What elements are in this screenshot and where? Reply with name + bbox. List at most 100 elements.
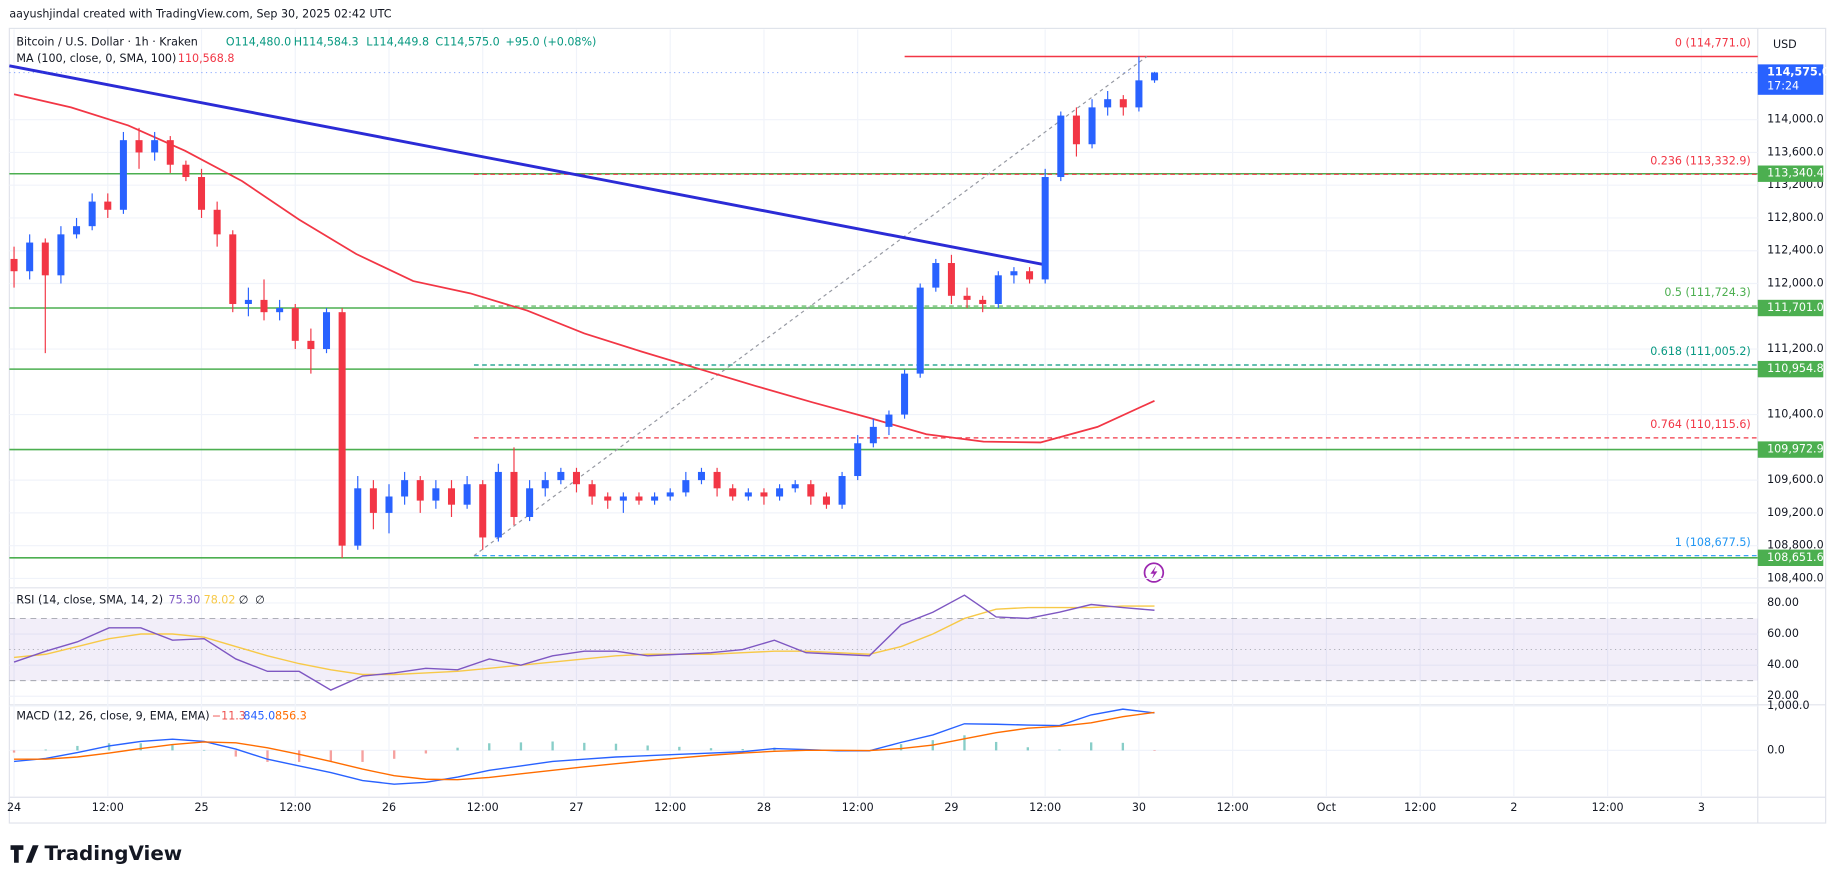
alert-bolt [1150,565,1158,580]
last-price-label: 114,575.0 [1767,66,1830,79]
candle-body [322,312,331,350]
candle-body [151,140,159,153]
currency-label: USD [1773,38,1797,51]
candle-body [1026,271,1034,280]
x-tick-label: 26 [382,801,396,814]
candle-body [526,488,534,517]
level-badge [1757,441,1824,458]
histogram-bar [994,741,998,751]
level-badge [1757,299,1824,317]
candle-body [198,177,206,210]
level-badge [1757,165,1824,182]
y-tick-label: 109,600.0 [1767,473,1824,486]
candle-body [994,275,1002,304]
histogram-bar [202,749,206,751]
candle-body [979,299,987,304]
indicator-line [13,605,1155,676]
candle-body [182,164,190,178]
x-tick-label: 12:00 [92,801,124,814]
marks-layer [10,56,1159,785]
countdown-label: 17:24 [1767,80,1799,93]
y-tick-label: 80.00 [1767,596,1799,609]
histogram-bar [1090,742,1093,751]
level-label: 111,701.0 [1767,301,1824,314]
candle-body [88,201,96,227]
y-tick-label: 108,800.0 [1767,539,1824,552]
candle-body [1072,115,1080,145]
candle-body [10,258,18,272]
candle-body [1088,107,1096,145]
macd-legend: MACD (12, 26, close, 9, EMA, EMA) [16,710,209,723]
candle-body [791,484,799,489]
level-badge [1757,549,1824,567]
candle-body [713,471,721,489]
x-tick-label: 12:00 [842,801,874,814]
candle-body [854,443,862,477]
candle-body [432,488,440,501]
candle-body [682,480,690,493]
histogram-bar [266,750,269,762]
candle-body [26,242,34,272]
labels-layer: 24 12:00 25 12:00 26 12:00 27 12:00 28 12:00 29 12:… [7,35,1830,813]
candle-body [291,308,299,341]
y-tick-label: 20.00 [1767,689,1799,702]
candle-body [338,312,346,546]
y-tick-label: 113,600.0 [1767,145,1824,158]
grid-layer [9,29,1758,797]
x-tick-label: 12:00 [654,801,686,814]
histogram-bar [646,745,649,751]
x-tick-label: 28 [757,801,771,814]
candle-body [963,295,971,300]
candle-body [354,488,362,546]
candle-body [932,263,940,288]
logo-text: TradingView [44,842,182,865]
candle-body [822,496,830,505]
macd-value: 845.0 [243,710,275,723]
candle-body [1041,177,1049,280]
ohlc-label: O114,480.0 [226,35,291,48]
candle-body [401,480,409,497]
y-tick-label: 60.00 [1767,627,1799,640]
y-tick-label: 110,400.0 [1767,408,1824,421]
candle-body [541,480,549,489]
y-tick-label: 111,200.0 [1767,342,1824,355]
candle-body [885,414,893,427]
y-tick-label: 108,400.0 [1767,571,1824,584]
fib-label: 1 (108,677.5) [1675,536,1751,549]
candle-body [760,492,768,497]
x-tick-label: 3 [1698,801,1705,814]
ma-value: 110,568.8 [178,52,235,65]
candle-body [463,484,471,505]
x-tick-label: 2 [1510,801,1517,814]
legend-title: Bitcoin / U.S. Dollar · 1h · Kraken [16,35,197,48]
x-tick-label: 25 [194,801,208,814]
histogram-bar [329,750,333,762]
candle-body [604,496,612,501]
candle-body [416,480,424,501]
histogram-bar [963,735,966,751]
candle-body [447,488,456,505]
histogram-bar [139,743,142,751]
x-tick-label: 12:00 [1029,801,1061,814]
x-tick-label: 29 [944,801,958,814]
rsi-value: 78.02 [204,594,236,607]
alert-circle [1143,562,1165,583]
histogram-bar [297,750,301,762]
histogram-bar [393,750,396,759]
moving-average [13,93,1155,444]
frame [8,27,1827,824]
ohlc-label: L114,449.8 [366,35,429,48]
histogram-bar [899,744,903,751]
x-tick-label: 12:00 [1404,801,1436,814]
candle-body [166,140,174,165]
last-price-badge [1757,64,1824,95]
histogram-bar [361,750,364,762]
candle-body [588,484,596,497]
y-tick-label: 112,400.0 [1767,244,1824,257]
histogram-bar [614,743,618,751]
histogram-bar [678,746,681,751]
histogram-bar [44,749,47,751]
x-tick-label: 30 [1132,801,1146,814]
